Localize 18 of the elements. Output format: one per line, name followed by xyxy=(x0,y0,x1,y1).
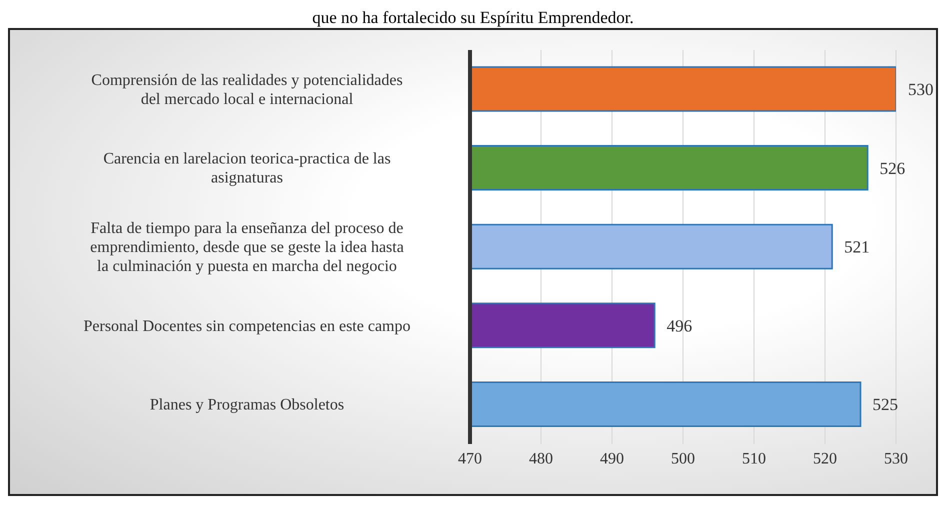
y-tick-label: Personal Docentes sin competencias en este campo xyxy=(84,318,410,335)
chart-title: que no ha fortalecido su Espíritu Emprendedor. xyxy=(311,8,635,28)
y-tick-label: Planes y Programas Obsoletos xyxy=(150,396,344,414)
y-tick-label: Carencia en larelacion teorica-practica de las asignaturas xyxy=(103,150,391,187)
x-tick-label: 530 xyxy=(884,450,908,468)
x-tick-label: 520 xyxy=(813,450,837,468)
data-label: 521 xyxy=(844,238,870,257)
x-tick-label: 470 xyxy=(458,450,482,468)
data-label: 526 xyxy=(880,158,906,178)
x-tick-label: 490 xyxy=(600,450,624,468)
data-label: 525 xyxy=(872,395,898,414)
data-label: 530 xyxy=(908,80,934,100)
x-tick-label: 480 xyxy=(529,450,553,468)
data-label: 496 xyxy=(666,316,692,336)
y-tick-label: Falta de tiempo para la enseñanza del proceso de emprendimiento, desde que se geste la idea hasta la culminación y puesta en marcha del negocio xyxy=(90,220,404,275)
y-tick-label: Comprensión de las realidades y potencialidades del mercado local e internacional xyxy=(91,72,403,108)
x-tick-label: 500 xyxy=(671,450,695,468)
x-tick-label: 510 xyxy=(742,450,766,468)
